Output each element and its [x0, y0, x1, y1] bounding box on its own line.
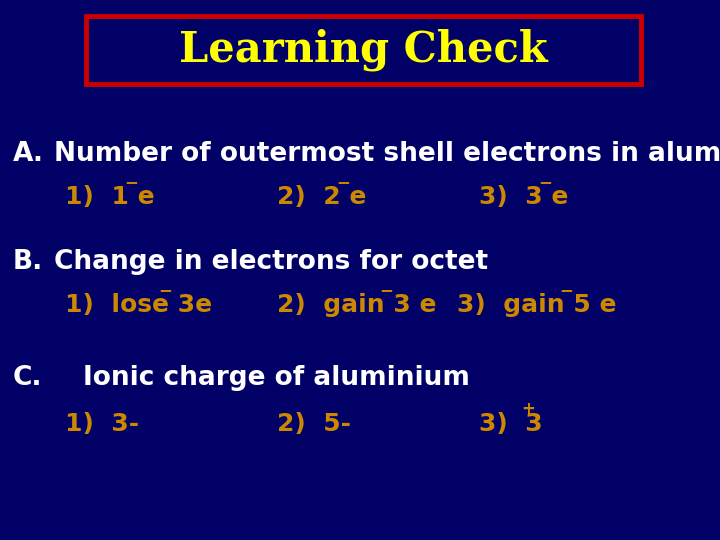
Text: B.: B. — [13, 249, 43, 275]
Text: 2)  5-: 2) 5- — [277, 412, 351, 436]
FancyBboxPatch shape — [86, 16, 641, 84]
Text: +: + — [521, 400, 535, 418]
Text: Number of outermost shell electrons in aluminium: Number of outermost shell electrons in a… — [54, 141, 720, 167]
Text: −: − — [125, 173, 138, 191]
Text: A.: A. — [13, 141, 44, 167]
Text: 1)  lose 3e: 1) lose 3e — [65, 293, 212, 317]
Text: −: − — [559, 281, 573, 299]
Text: −: − — [539, 173, 552, 191]
Text: 3)  gain 5 e: 3) gain 5 e — [457, 293, 617, 317]
Text: Change in electrons for octet: Change in electrons for octet — [54, 249, 488, 275]
Text: 2)  2 e: 2) 2 e — [277, 185, 366, 209]
Text: 2)  gain 3 e: 2) gain 3 e — [277, 293, 437, 317]
Text: C.: C. — [13, 365, 42, 391]
Text: 1)  1 e: 1) 1 e — [65, 185, 154, 209]
Text: −: − — [379, 281, 393, 299]
Text: Ionic charge of aluminium: Ionic charge of aluminium — [83, 365, 469, 391]
Text: −: − — [158, 281, 172, 299]
Text: 3)  3 e: 3) 3 e — [479, 185, 568, 209]
Text: 3)  3: 3) 3 — [479, 412, 542, 436]
Text: 1)  3-: 1) 3- — [65, 412, 139, 436]
Text: −: − — [337, 173, 351, 191]
Text: Learning Check: Learning Check — [179, 29, 548, 71]
